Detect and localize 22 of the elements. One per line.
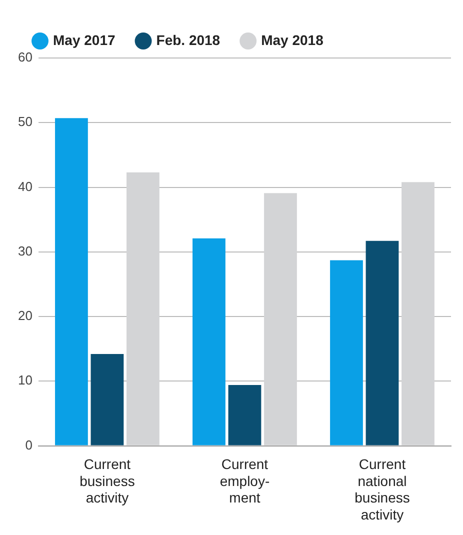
y-tick-label: 30 (18, 243, 32, 258)
bar (402, 182, 434, 446)
legend-label: May 2017 (53, 32, 116, 48)
bar (192, 238, 226, 446)
x-tick-label: Current business activity (80, 456, 135, 506)
y-tick-label: 40 (18, 178, 32, 194)
legend-label: Feb. 2018 (156, 32, 220, 48)
x-tick-label: Current national business activity (354, 456, 410, 522)
legend-label: May 2018 (261, 32, 324, 48)
bar (55, 118, 88, 446)
y-tick-label: 0 (25, 437, 32, 452)
bar (330, 260, 363, 446)
bar (366, 240, 399, 446)
y-tick-label: 60 (18, 50, 32, 65)
y-tick-label: 50 (18, 114, 32, 130)
y-tick-label: 10 (18, 372, 32, 388)
bar (264, 193, 297, 446)
bar (126, 172, 160, 446)
bar (90, 354, 124, 446)
x-tick-label: Current employ-ment (220, 456, 270, 506)
bar (228, 385, 262, 446)
y-tick-label: 20 (18, 308, 32, 324)
